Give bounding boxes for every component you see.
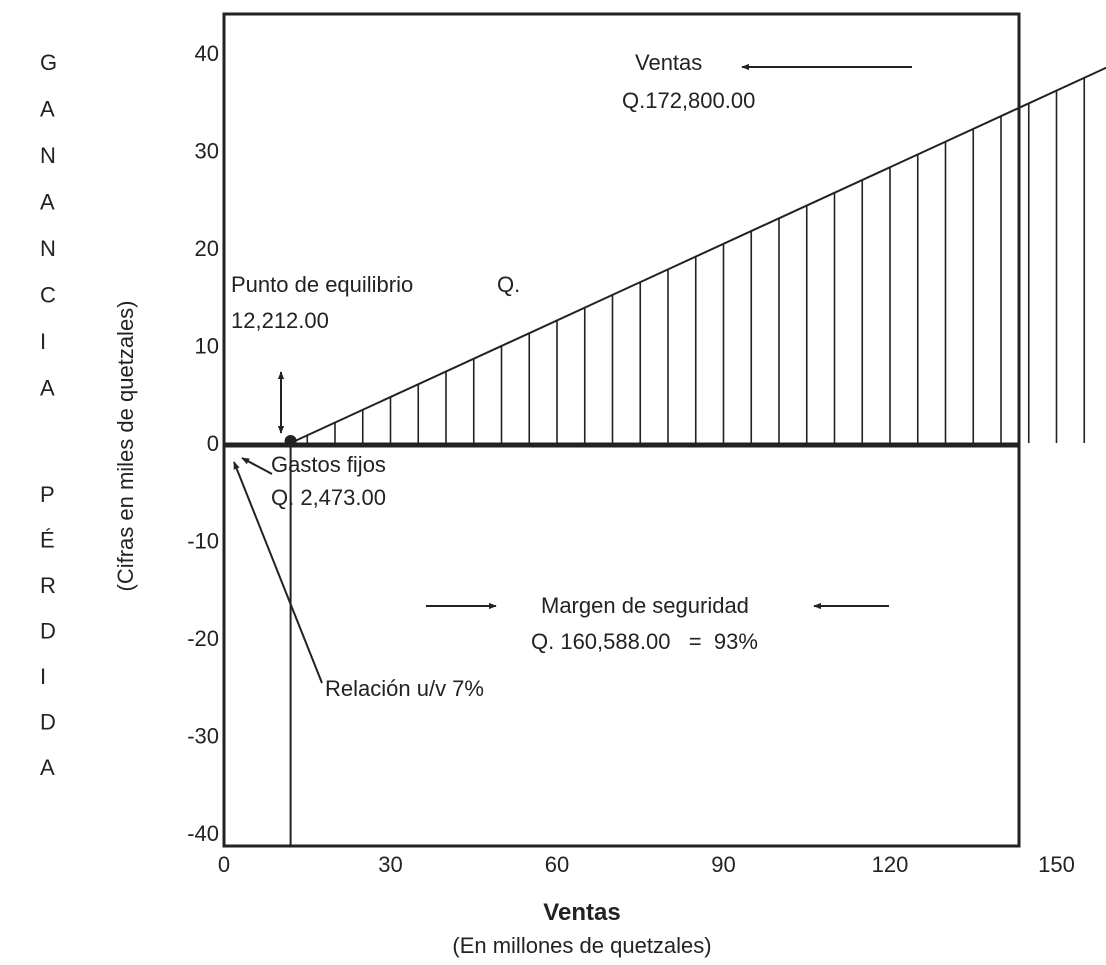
y-tick-label: -40 bbox=[187, 821, 219, 846]
break-even-value: 12,212.00 bbox=[231, 308, 329, 333]
break-even-title: Punto de equilibrio bbox=[231, 272, 413, 297]
side-letter-perdida: D bbox=[40, 710, 56, 735]
y-tick-label: 10 bbox=[195, 334, 219, 359]
y-tick-label: 0 bbox=[207, 431, 219, 456]
series-group bbox=[290, 66, 1106, 444]
side-letter-perdida: R bbox=[40, 573, 56, 598]
gastos-fijos-value: Q. 2,473.00 bbox=[271, 485, 386, 510]
x-axis-sublabel: (En millones de quetzales) bbox=[452, 933, 711, 958]
side-letter-ganancia: A bbox=[40, 97, 55, 122]
y-tick-label: 30 bbox=[195, 139, 219, 164]
side-letter-ganancia: A bbox=[40, 376, 55, 401]
side-letter-perdida: D bbox=[40, 619, 56, 644]
x-tick-label: 120 bbox=[872, 852, 909, 877]
side-letter-ganancia: C bbox=[40, 283, 56, 308]
ventas-annotation-title: Ventas bbox=[635, 50, 702, 75]
x-axis-label: Ventas bbox=[543, 899, 620, 926]
y-tick-labels: 40 30 20 10 0 -10 -20 -30 -40 bbox=[187, 41, 219, 846]
y-tick-label: -30 bbox=[187, 724, 219, 749]
x-tick-labels: 0306090120150180210 bbox=[218, 852, 1075, 877]
side-letter-ganancia: N bbox=[40, 143, 56, 168]
side-letter-ganancia: N bbox=[40, 236, 56, 261]
break-even-point bbox=[284, 435, 297, 447]
y-tick-label: -10 bbox=[187, 529, 219, 554]
x-tick-label: 90 bbox=[711, 852, 735, 877]
side-letter-perdida: É bbox=[40, 528, 55, 553]
y-tick-label: 20 bbox=[195, 236, 219, 261]
hatch-lines bbox=[306, 77, 1086, 443]
y-tick-label: 40 bbox=[195, 41, 219, 66]
y-axis-label: (Cifras en miles de quetzales) bbox=[113, 300, 138, 591]
side-letter-perdida: P bbox=[40, 482, 55, 507]
sales-line bbox=[290, 66, 1106, 444]
gastos-fijos-arrow bbox=[241, 457, 273, 475]
break-even-q: Q. bbox=[497, 272, 520, 297]
side-letter-ganancia: A bbox=[40, 190, 55, 215]
gastos-fijos-title: Gastos fijos bbox=[271, 452, 386, 477]
ventas-annotation-value: Q.172,800.00 bbox=[622, 88, 755, 113]
side-letter-ganancia: G bbox=[40, 50, 57, 75]
x-tick-label: 60 bbox=[545, 852, 569, 877]
x-tick-label: 150 bbox=[1038, 852, 1075, 877]
plot-frame bbox=[222, 12, 1021, 848]
side-letter-ganancia: I bbox=[40, 329, 46, 354]
margen-title: Margen de seguridad bbox=[541, 593, 749, 618]
side-letter-perdida: A bbox=[40, 755, 55, 780]
y-tick-label: -20 bbox=[187, 626, 219, 651]
margen-value: Q. 160,588.00 = 93% bbox=[531, 629, 758, 654]
relacion-arrow bbox=[233, 461, 323, 684]
x-tick-label: 30 bbox=[378, 852, 402, 877]
x-tick-label: 0 bbox=[218, 852, 230, 877]
side-letter-perdida: I bbox=[40, 664, 46, 689]
relacion-label: Relación u/v 7% bbox=[325, 676, 484, 701]
